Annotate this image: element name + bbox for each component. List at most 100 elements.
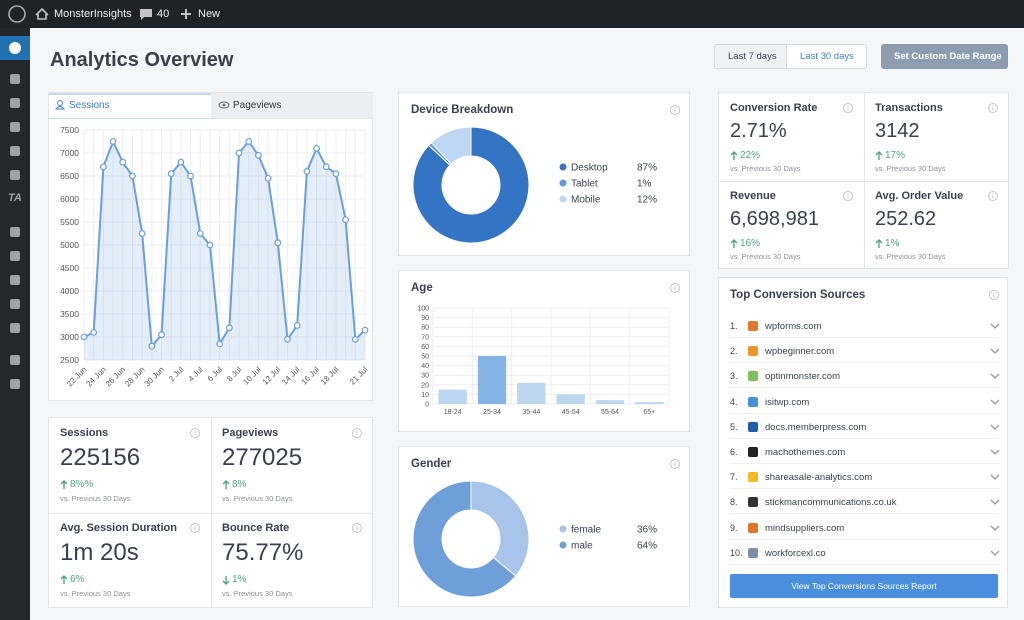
y-tick-label: 3000 [60,332,79,342]
rank: 4. [730,396,738,407]
legend-value: 64% [637,541,657,552]
info-icon [843,103,853,113]
stat-change: 16% [740,238,761,249]
legend-marker [559,525,567,533]
y-tick-label: 60 [421,344,429,351]
info-circle [989,290,999,300]
report-button[interactable]: View Top Conversions Sources Report [791,581,937,591]
info-dot [356,430,358,432]
favicon-shape [748,421,758,432]
domain: stickmancommunications.co.uk [765,497,897,509]
trend-arrow-path [222,480,230,489]
info-circle [670,105,680,115]
favicon [748,371,758,382]
sidebar-icons [9,42,35,389]
y-tick-label: 2500 [60,355,79,365]
chevron [990,525,1000,531]
user-icon [57,100,63,106]
stat-compare: vs. Previous 30 Days [60,494,131,503]
stat-label: Avg. Session Duration [60,522,177,534]
info-icon [352,428,362,438]
trend-arrow [222,480,230,489]
legend-value: 36% [637,525,657,536]
info-icon [190,428,200,438]
chevron [990,449,1000,455]
info-circle [352,523,362,533]
chevron [990,474,1000,481]
favicon-shape [748,547,758,558]
legend-label: female [571,525,601,536]
menu-icon [10,251,20,261]
x-tick-label: 14 Jul [280,365,302,387]
new-link[interactable]: New [198,8,221,20]
chevron [990,550,1000,556]
point [119,158,127,166]
y-tick-label: 10 [421,392,429,399]
menu-icon [10,74,20,84]
cell-divider [864,93,865,181]
point [255,151,262,159]
x-tick-label: 30 Jun [143,365,166,388]
info-icon [670,459,680,469]
domain: machothemes.com [765,447,846,458]
favicon [748,497,758,508]
gender-panel: Gender female 36% male 64% [398,446,690,607]
y-tick-label: 100 [417,306,429,313]
legend-value: 12% [637,195,657,206]
stat-compare: vs. Previous 30 Days [875,252,946,261]
favicon [748,421,758,432]
chevron [990,373,1000,380]
point [216,340,224,348]
date-button[interactable]: Last 30 days [800,51,854,62]
chevron [990,323,1000,329]
page-title: Analytics Overview [50,49,234,71]
trend-arrow [730,239,738,248]
row-divider [729,412,999,414]
sessions-panel: Sessions Pageviews 22 Jun 24 Jun 26 Jun 28 Ju… [48,92,373,401]
row-divider [729,337,999,338]
trend-arrow-path [875,239,883,248]
legend-label: Desktop [571,163,608,174]
point [332,170,340,178]
tab-label[interactable]: Pageviews [233,100,282,111]
point [225,324,233,332]
stat-value: 277025 [222,444,303,471]
bar [477,356,507,404]
favicon [748,396,758,407]
point [284,335,291,343]
stat-change: 6% [70,574,85,585]
domain: workforcexl.co [765,547,826,559]
stat-change: 22% [740,150,761,161]
point [351,335,359,343]
rank: 5. [730,421,738,432]
row-divider [49,513,211,514]
bar [556,394,585,404]
point [109,138,117,145]
point [196,230,204,237]
eye-icon [222,103,226,107]
menu-icon [10,170,20,180]
custom-range-button[interactable]: Set Custom Date Range [894,51,1002,62]
report-button-bg[interactable] [730,574,998,598]
site-name: MonsterInsights [54,8,132,20]
y-tick-label: 7000 [60,148,79,158]
x-tick-label: 25-34 [483,409,501,416]
favicon-shape [748,321,758,331]
x-tick-label: 18 Jul [319,365,341,387]
favicon-shape [748,497,758,508]
info-icon [989,290,999,300]
menu-icon [10,227,20,237]
donut-chart: Desktop 87% Tablet 1% Mobile 12% [412,126,657,244]
info-dot [194,430,196,432]
chevron-path [990,474,1000,481]
custom-range-bg [881,44,1008,69]
info-icon [352,523,362,533]
legend-value: 87% [637,163,657,174]
tab-label[interactable]: Sessions [69,100,110,111]
rank: 8. [730,497,738,508]
legend-marker [559,541,567,549]
date-button[interactable]: Last 7 days [728,51,777,62]
chevron [990,499,1000,506]
info-circle [670,459,680,469]
